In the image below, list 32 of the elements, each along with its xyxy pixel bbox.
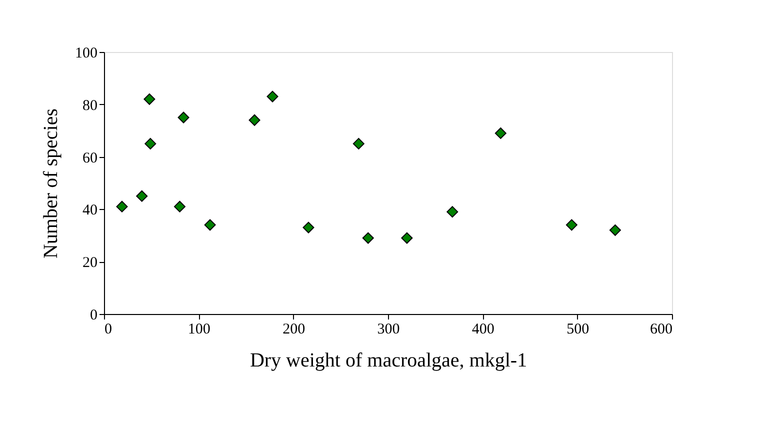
x-axis-title: Dry weight of macroalgae, mkgl-1 (250, 350, 528, 372)
point (362, 232, 374, 244)
y-axis-title: Number of species (40, 108, 62, 258)
point (401, 232, 413, 244)
x-tick-label: 600 (650, 322, 672, 338)
x-tick-label: 300 (377, 322, 400, 338)
y-tick-label: 40 (82, 202, 98, 219)
x-tick-label: 100 (188, 322, 210, 338)
point (248, 114, 260, 126)
point (144, 138, 156, 150)
y-tick-label: 60 (82, 150, 98, 166)
point (352, 138, 364, 150)
x-tick-label: 500 (566, 322, 590, 338)
point (494, 127, 506, 139)
y-tick-label: 100 (75, 46, 98, 62)
point (302, 222, 314, 234)
point (266, 90, 278, 102)
point (446, 206, 458, 218)
point (609, 224, 621, 236)
point (204, 219, 216, 231)
x-tick-label: 400 (472, 322, 494, 338)
x-tick-label: 200 (282, 322, 306, 338)
point (136, 190, 148, 202)
point (174, 200, 186, 212)
x-tick-label: 0 (104, 322, 112, 338)
point (566, 219, 578, 231)
y-tick-label: 20 (82, 255, 98, 272)
y-tick-label: 80 (82, 98, 98, 114)
point (178, 112, 190, 124)
y-tick-label: 0 (90, 308, 98, 324)
point (144, 93, 156, 105)
point (116, 200, 128, 212)
